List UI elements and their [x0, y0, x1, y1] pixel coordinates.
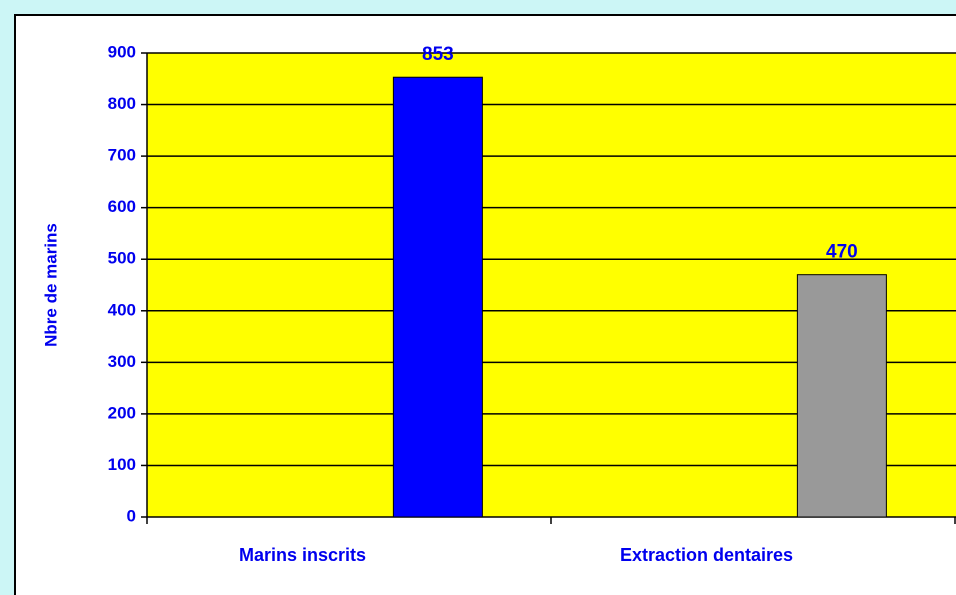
y-tick-label: 500	[108, 249, 136, 268]
y-tick-label: 300	[108, 352, 136, 371]
data-label: 853	[422, 44, 454, 65]
y-tick-label: 700	[108, 146, 136, 165]
bar	[392, 76, 483, 518]
y-tick-label: 200	[108, 403, 136, 422]
y-axis-label: Nbre de marins	[41, 223, 60, 347]
y-tick-label: 900	[108, 42, 136, 61]
data-label: 470	[826, 242, 858, 263]
x-tick-label: Extraction dentaires	[620, 545, 793, 565]
y-tick-label: 100	[108, 455, 136, 474]
x-tick-label: Marins inscrits	[239, 545, 366, 565]
y-tick-label: 600	[108, 197, 136, 216]
y-tick-label: 0	[127, 506, 136, 525]
bar	[796, 274, 887, 518]
y-tick-label: 400	[108, 300, 136, 319]
y-tick-label: 800	[108, 94, 136, 113]
